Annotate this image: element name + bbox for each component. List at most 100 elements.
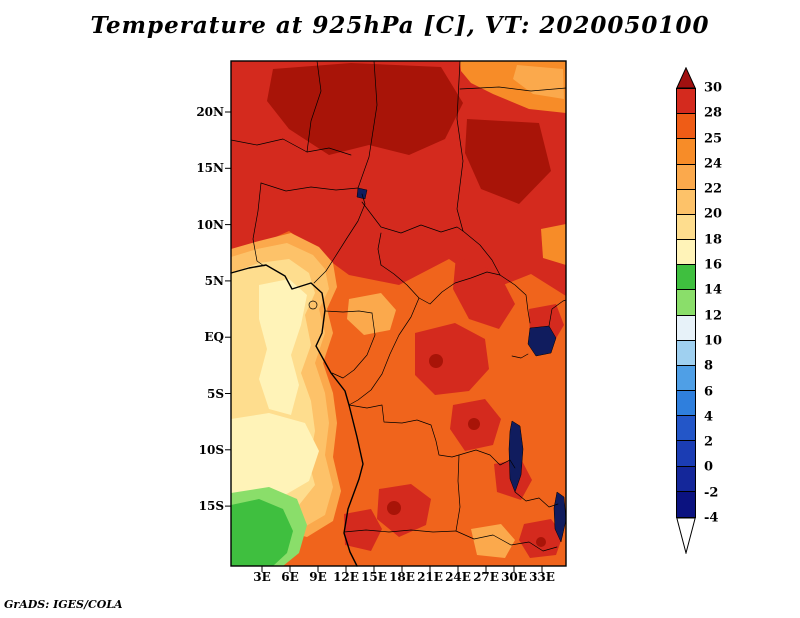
- colorbar-tick-label: -2: [704, 485, 719, 501]
- border-sudan-north: [459, 86, 567, 92]
- attribution-text: GrADS: IGES/COLA: [4, 598, 123, 611]
- temp-region-coast-cream: [259, 279, 307, 415]
- bioko-island: [308, 300, 318, 310]
- colorbar-segment: [677, 416, 695, 442]
- lon-label: 24E: [445, 570, 471, 584]
- lat-label: 10N: [196, 217, 224, 232]
- lat-label: 20N: [196, 105, 224, 119]
- temp-region-ne-light-orange: [513, 65, 564, 99]
- lon-label: 6E: [281, 570, 299, 584]
- colorbar-arrow-bottom: [676, 518, 696, 554]
- border-car-cameroon: [377, 232, 382, 266]
- border-niger-chad: [357, 60, 378, 189]
- colorbar-segment: [677, 265, 695, 291]
- colorbar-segment: [677, 340, 695, 366]
- colorbar-tick-label: 25: [704, 131, 723, 147]
- colorbar-tick-label: 16: [704, 257, 723, 273]
- temp-region-sw-green: [231, 499, 293, 566]
- colorbar-segment: [677, 491, 695, 517]
- temp-spot-dark-red-1: [429, 354, 443, 368]
- colorbar-segment: [677, 89, 695, 115]
- border-zambia-drc: [458, 449, 516, 469]
- border-angola-zambia: [455, 454, 461, 532]
- colorbar-segment: [677, 441, 695, 467]
- colorbar: 30 28 25 24 22 20 18 16 14 12 10 8 6 4 2 0 -2 -4: [676, 67, 796, 572]
- colorbar-segment: [677, 114, 695, 140]
- colorbar-tick-label: 14: [704, 282, 723, 298]
- colorbar-tick-label: 2: [704, 434, 714, 450]
- border-cameroon-gabon: [324, 310, 373, 314]
- border-chad-sudan: [456, 60, 464, 232]
- border-niger-nigeria: [260, 182, 359, 192]
- map-plot: [225, 60, 567, 572]
- border-nigeria-cameroon: [313, 193, 366, 284]
- lon-label: 9E: [309, 570, 327, 584]
- border-angola-drc: [348, 404, 460, 458]
- lon-label: 21E: [417, 570, 443, 584]
- colorbar-tick-label: 30: [704, 80, 723, 96]
- lon-label: 33E: [529, 570, 555, 584]
- plot-title: Temperature at 925hPa [C], VT: 202005010…: [90, 12, 710, 39]
- temp-region-center-light-orange: [347, 293, 396, 335]
- colorbar-segment: [677, 214, 695, 241]
- border-benin-nigeria: [252, 182, 265, 267]
- temp-region-center-red-1: [415, 323, 489, 395]
- border-rwanda-burundi: [511, 353, 529, 359]
- lon-label: 12E: [333, 570, 359, 584]
- colorbar-tick-label: 0: [704, 459, 714, 475]
- lake-chad: [356, 187, 368, 200]
- temp-spot-dark-red-3: [387, 501, 401, 515]
- colorbar-segment: [677, 139, 695, 165]
- colorbar-segment: [677, 240, 695, 266]
- temp-region-south-red-1: [377, 484, 431, 537]
- border-zambia-south: [455, 530, 558, 552]
- lon-label: 27E: [473, 570, 499, 584]
- colorbar-segment: [677, 365, 695, 392]
- lon-ticks: [261, 566, 543, 572]
- lon-label: 30E: [501, 570, 527, 584]
- border-chad-car: [361, 201, 464, 234]
- plot-frame: [230, 60, 567, 567]
- colorbar-tick-label: 4: [704, 409, 714, 425]
- lat-label: 10S: [198, 442, 224, 457]
- lon-label: 15E: [361, 570, 387, 584]
- colorbar-segments: [676, 88, 696, 518]
- colorbar-segment: [677, 290, 695, 316]
- colorbar-tick-label: 18: [704, 232, 723, 248]
- lat-label: EQ: [204, 330, 224, 345]
- temp-region-south-light-orange: [471, 524, 515, 558]
- colorbar-tick-label: 8: [704, 358, 714, 374]
- border-gabon-congo: [331, 312, 376, 379]
- border-algeria-niger: [306, 60, 322, 153]
- lat-ticks: [225, 111, 231, 507]
- temp-spot-dark-red-2: [468, 418, 480, 430]
- border-car-sudan: [462, 230, 501, 276]
- temp-spot-dark-red-4: [536, 537, 546, 547]
- colorbar-segment: [677, 315, 695, 341]
- colorbar-tick-label: 12: [704, 308, 723, 324]
- colorbar-segment: [677, 466, 695, 492]
- lat-label: 5N: [204, 273, 224, 288]
- colorbar-tick-label: 24: [704, 156, 723, 172]
- colorbar-segment: [677, 189, 695, 215]
- border-car-drc: [380, 264, 501, 305]
- colorbar-arrow-top: [676, 67, 696, 88]
- map-canvas: [225, 60, 567, 572]
- colorbar-tick-label: 20: [704, 206, 723, 222]
- coastline-atlantic: [230, 264, 364, 567]
- lon-label: 3E: [253, 570, 271, 584]
- lat-label: 5S: [206, 386, 224, 401]
- colorbar-tick-label: 6: [704, 384, 714, 400]
- colorbar-tick-label: -4: [704, 510, 719, 526]
- border-mali-niger: [230, 138, 352, 156]
- border-congo-river: [348, 297, 420, 406]
- lat-label: 15N: [196, 161, 224, 176]
- lon-label: 18E: [389, 570, 415, 584]
- border-uganda-kenya: [548, 299, 567, 327]
- temp-region-dark-red-1: [267, 63, 463, 155]
- temp-region-sw-cream: [231, 413, 319, 505]
- border-ssudan-uganda: [499, 274, 531, 324]
- colorbar-tick-label: 10: [704, 333, 723, 349]
- colorbar-tick-label: 22: [704, 181, 723, 197]
